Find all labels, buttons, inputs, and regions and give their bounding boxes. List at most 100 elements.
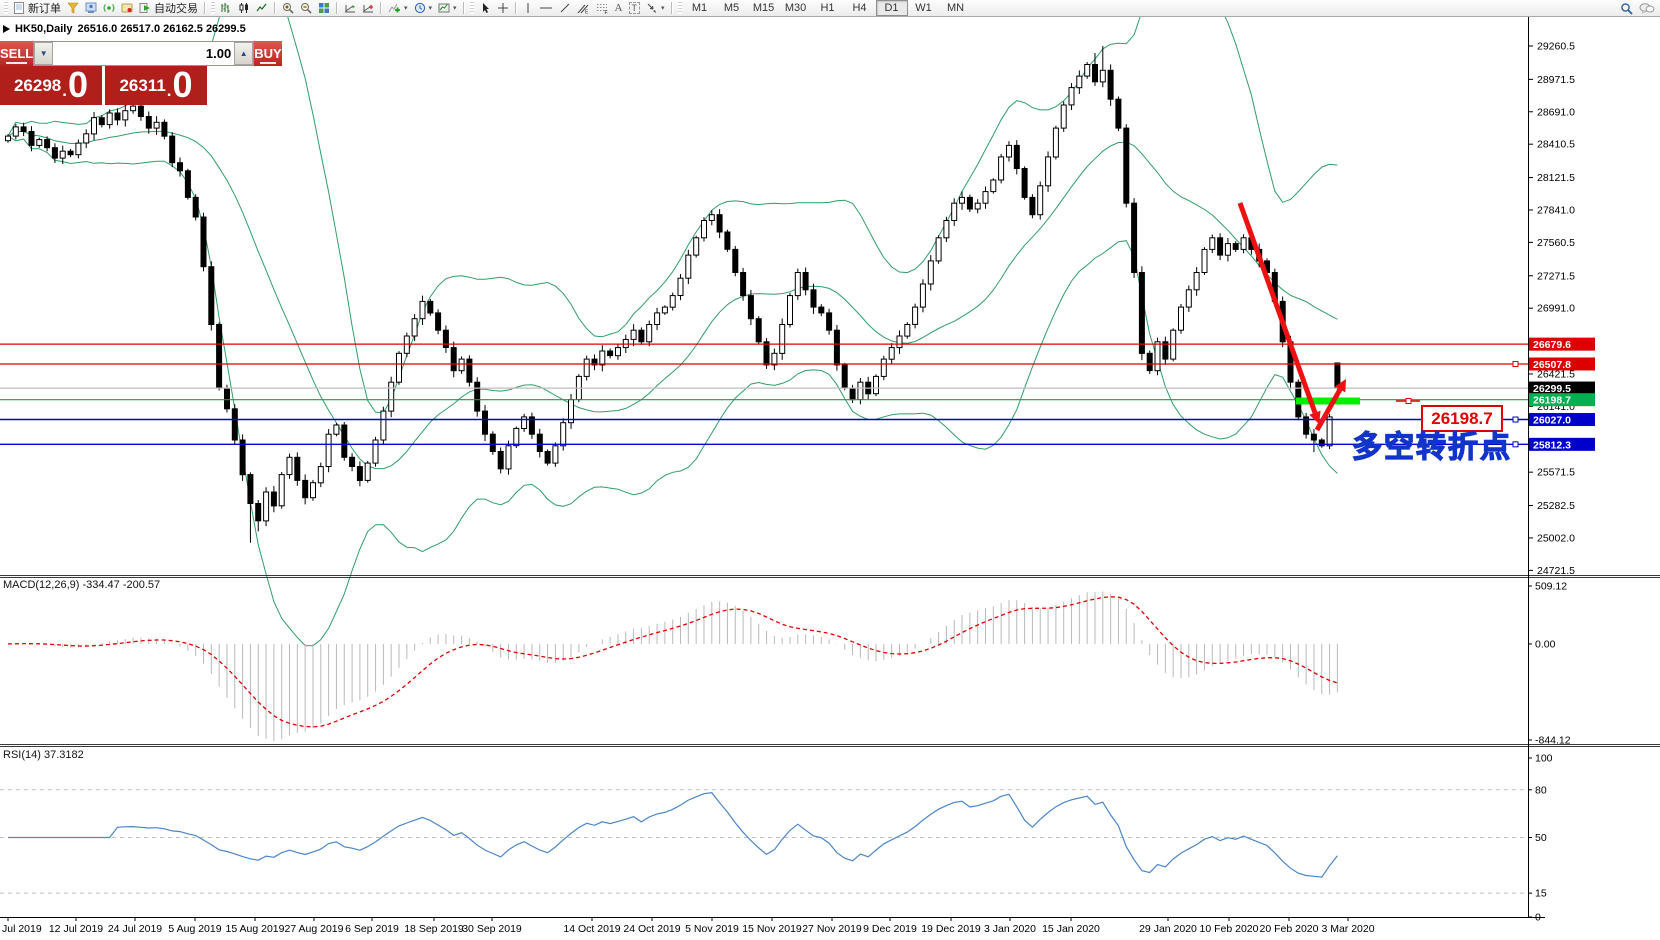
timeframe-button-w1[interactable]: W1 bbox=[915, 2, 932, 14]
candle-body bbox=[1303, 416, 1310, 435]
strategy-tester-button[interactable] bbox=[118, 1, 136, 16]
candle-body bbox=[740, 272, 747, 297]
arrows-tool-icon bbox=[647, 3, 656, 13]
market-watch-button[interactable] bbox=[82, 1, 100, 16]
new-order-button[interactable]: 新订单 bbox=[10, 1, 64, 16]
time-tick-label: 29 Jan 2020 bbox=[1139, 923, 1197, 935]
candle-body bbox=[411, 318, 418, 337]
candle-body bbox=[841, 364, 848, 389]
green-support-segment[interactable] bbox=[1296, 397, 1360, 405]
candle-body bbox=[794, 272, 801, 297]
timeframe-button-m1[interactable]: M1 bbox=[691, 2, 708, 14]
chart-canvas[interactable]: 29260.5 28971.5 28691.0 28410.5 28121.5 27841… bbox=[0, 17, 1660, 940]
periods-button[interactable]: ▾ bbox=[411, 1, 436, 16]
autotrading-button[interactable]: 自动交易 bbox=[136, 1, 201, 16]
cursor-tool-button[interactable] bbox=[476, 1, 494, 16]
horizontal-line-tool-button[interactable] bbox=[536, 1, 556, 16]
line-chart-mode-button[interactable] bbox=[253, 1, 271, 16]
price-badge-label-26299.5: 26299.5 bbox=[1533, 383, 1571, 395]
chart-area[interactable]: 29260.5 28971.5 28691.0 28410.5 28121.5 27841… bbox=[0, 17, 1660, 940]
candle-body bbox=[959, 196, 965, 204]
sell-button[interactable]: SELL bbox=[0, 41, 34, 66]
toolbar-separator bbox=[336, 2, 338, 14]
toolbar-grip[interactable] bbox=[677, 2, 682, 14]
candle-body bbox=[51, 147, 58, 159]
buy-button[interactable]: BUY bbox=[254, 41, 282, 66]
text-label-tool-button[interactable]: T bbox=[626, 1, 644, 16]
candle-body bbox=[1154, 341, 1161, 372]
candle-body bbox=[310, 482, 316, 499]
search-button[interactable] bbox=[1617, 1, 1636, 16]
volume-decrease-button[interactable]: ▼ bbox=[34, 42, 54, 65]
time-tick-label: 3 Jan 2020 bbox=[984, 923, 1036, 935]
candle-body bbox=[583, 358, 590, 377]
rsi-tick-label: 15 bbox=[1535, 888, 1547, 900]
timeframe-button-mn[interactable]: MN bbox=[946, 2, 965, 14]
trend-arrow-shaft[interactable] bbox=[1237, 202, 1318, 414]
vertical-line-tool-button[interactable] bbox=[520, 1, 536, 16]
time-tick-label: Jul 2019 bbox=[2, 923, 42, 935]
trend-arrow-shaft[interactable] bbox=[1314, 388, 1343, 432]
sell-label: SELL bbox=[0, 46, 34, 61]
buy-price-display[interactable]: 26311 . 0 bbox=[105, 66, 207, 105]
timeframe-button-h1[interactable]: H1 bbox=[820, 2, 835, 14]
text-tool-button[interactable]: A bbox=[612, 1, 626, 16]
price-flag-label[interactable]: 26198.7 bbox=[1421, 405, 1503, 432]
tile-windows-button[interactable] bbox=[315, 1, 333, 16]
trendline-tool-button[interactable] bbox=[556, 1, 574, 16]
indicators-button[interactable]: ▾ bbox=[385, 1, 411, 16]
timeframe-button-d1[interactable]: D1 bbox=[875, 0, 908, 16]
sell-price-display[interactable]: 26298 . 0 bbox=[0, 66, 102, 105]
signals-icon bbox=[103, 4, 115, 12]
toolbar-grip[interactable] bbox=[211, 2, 215, 14]
candle-body bbox=[935, 237, 942, 262]
templates-button[interactable]: ▾ bbox=[435, 1, 460, 16]
zoom-out-button[interactable] bbox=[297, 1, 315, 16]
volume-increase-button[interactable]: ▲ bbox=[234, 42, 254, 65]
strategy-tester-icon bbox=[121, 3, 133, 13]
candle-body bbox=[943, 220, 950, 239]
candle-body bbox=[591, 358, 598, 366]
crosshair-tool-button[interactable] bbox=[494, 1, 512, 16]
price-line-handle-25812.3[interactable] bbox=[1512, 441, 1519, 448]
trend-arrow-head[interactable] bbox=[1334, 379, 1346, 393]
timeframe-button-m15[interactable]: M15 bbox=[752, 2, 775, 14]
toolbar-grip[interactable] bbox=[469, 2, 474, 14]
arrows-tool-button[interactable]: ▾ bbox=[643, 1, 668, 16]
bar-chart-mode-button[interactable] bbox=[217, 1, 235, 16]
toolbar-grip[interactable] bbox=[4, 2, 8, 14]
fibonacci-tool-button[interactable]: F bbox=[593, 1, 612, 16]
price-line-handle-26027[interactable] bbox=[1512, 416, 1519, 423]
signals-button[interactable] bbox=[100, 1, 118, 16]
trend-arrow-head[interactable] bbox=[1309, 410, 1321, 424]
candle-body bbox=[137, 105, 144, 117]
candle-body bbox=[810, 289, 817, 308]
candle-body bbox=[677, 277, 684, 297]
crosshair-icon bbox=[497, 3, 508, 13]
candle-body bbox=[998, 156, 1005, 181]
candle-body bbox=[153, 121, 160, 129]
time-tick-label: 12 Jul 2019 bbox=[49, 923, 103, 935]
timeframe-button-m5[interactable]: M5 bbox=[723, 2, 740, 14]
timeframe-button-m30[interactable]: M30 bbox=[784, 2, 807, 14]
channel-tool-button[interactable]: E bbox=[574, 1, 593, 16]
price-line-handle-26507.8[interactable] bbox=[1512, 360, 1519, 367]
chat-button[interactable] bbox=[1636, 1, 1658, 16]
candle-body bbox=[1185, 289, 1192, 308]
candle-body bbox=[255, 503, 262, 522]
flag-leader-handle[interactable] bbox=[1405, 398, 1412, 404]
toolbar-separator bbox=[274, 2, 276, 14]
turning-point-text[interactable]: 多空转折点 bbox=[1351, 430, 1512, 464]
candle-body bbox=[536, 433, 543, 453]
price-badge-25812.3 bbox=[1529, 437, 1595, 451]
auto-scroll-button[interactable] bbox=[341, 1, 359, 16]
price-tick-label: 25571.5 bbox=[1537, 467, 1575, 479]
volume-input[interactable] bbox=[53, 42, 235, 65]
profiles-button[interactable] bbox=[64, 1, 82, 16]
rsi-tick-label: 80 bbox=[1535, 784, 1547, 796]
timeframe-button-h4[interactable]: H4 bbox=[852, 2, 867, 14]
candlestick-mode-button[interactable] bbox=[235, 1, 253, 16]
zoom-in-button[interactable] bbox=[279, 1, 297, 16]
candle-body bbox=[1123, 127, 1130, 204]
chart-shift-button[interactable] bbox=[359, 1, 377, 16]
